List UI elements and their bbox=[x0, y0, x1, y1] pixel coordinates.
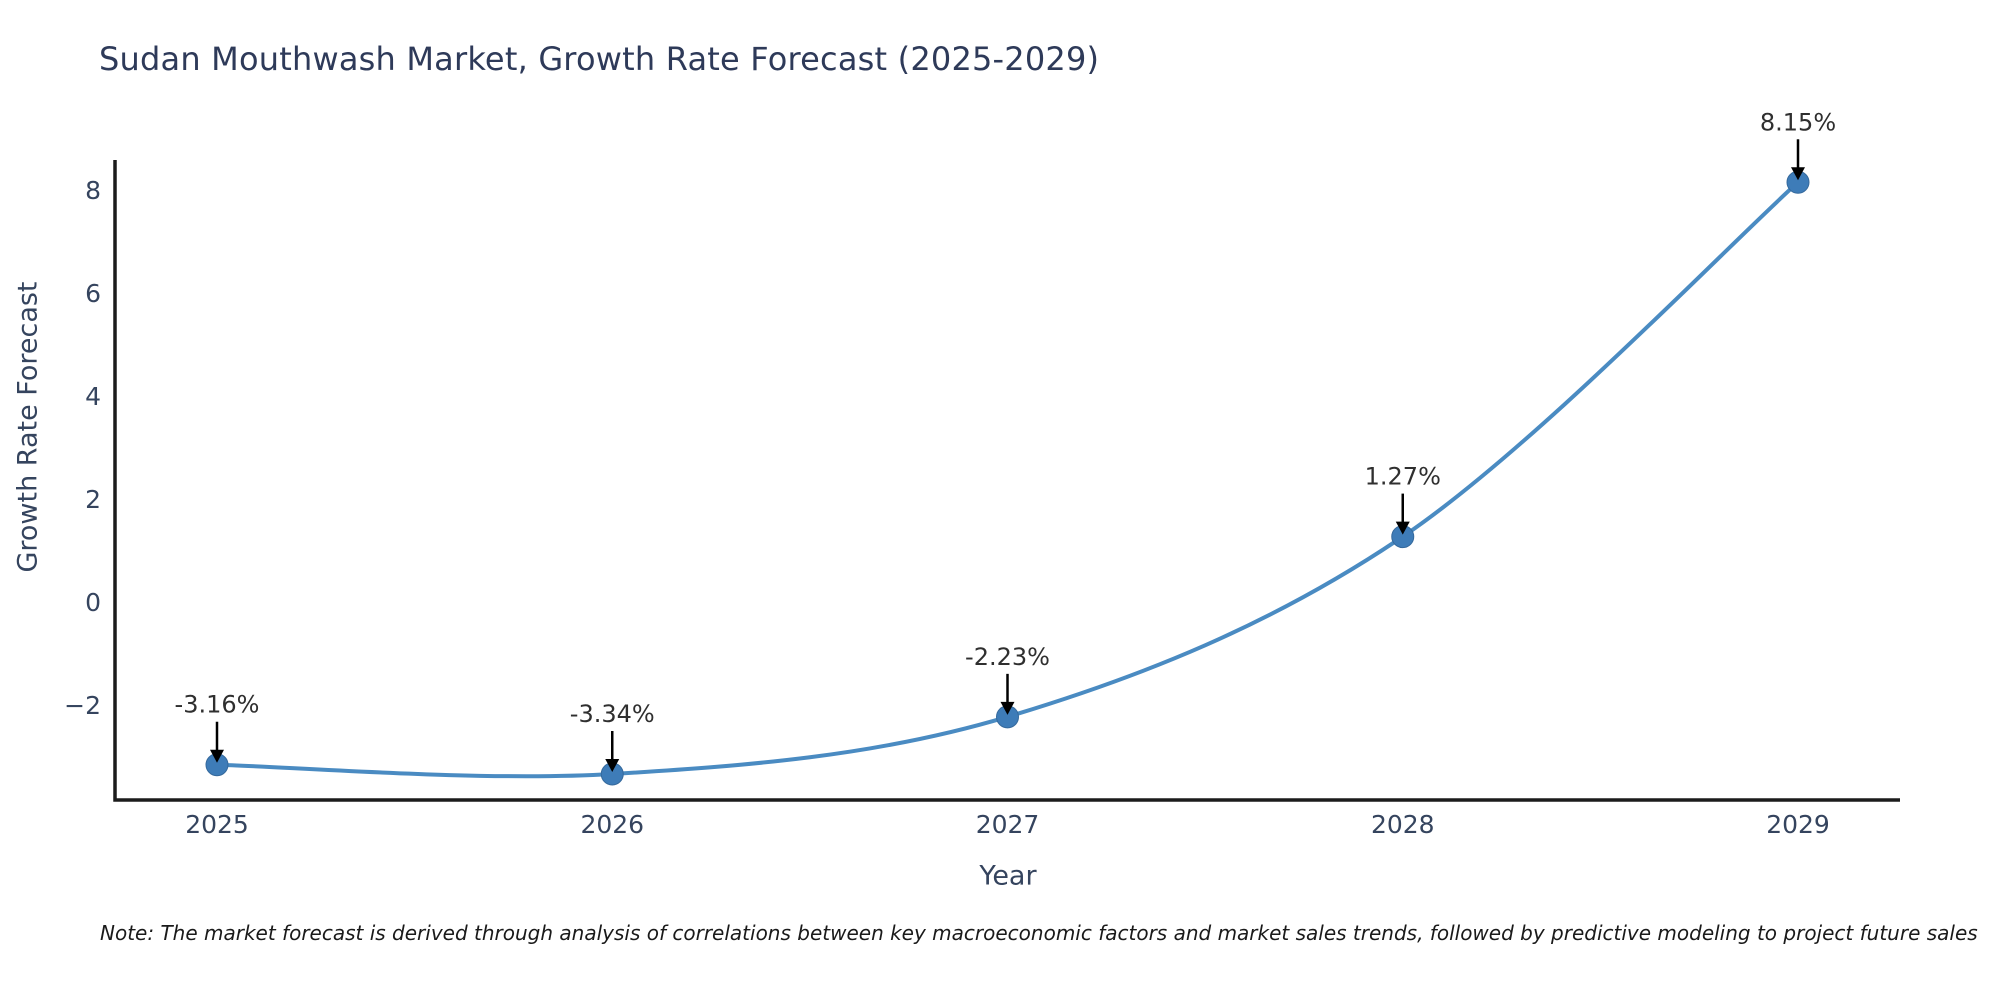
y-tick-label: 4 bbox=[85, 382, 101, 411]
x-tick-label: 2027 bbox=[976, 810, 1040, 839]
annotation-arrowhead bbox=[210, 749, 224, 763]
axis-spines bbox=[113, 160, 1900, 802]
annotation-arrowhead bbox=[605, 759, 620, 773]
annotation-arrowhead bbox=[1395, 521, 1410, 535]
annotation-label: 1.27% bbox=[1365, 463, 1441, 491]
y-tick-label: 6 bbox=[85, 279, 101, 308]
annotation-arrowhead bbox=[1791, 167, 1805, 181]
y-tick-label: 8 bbox=[85, 176, 101, 205]
x-tick-label: 2029 bbox=[1766, 810, 1830, 839]
forecast-curve bbox=[215, 180, 1800, 779]
annotation-label: -3.16% bbox=[175, 691, 260, 719]
annotation-arrowhead bbox=[1000, 701, 1015, 715]
x-axis-label: Year bbox=[979, 860, 1037, 892]
footnote: Note: The market forecast is derived thr… bbox=[100, 921, 1978, 945]
x-tick-label: 2026 bbox=[580, 810, 644, 839]
x-tick-label: 2028 bbox=[1371, 810, 1435, 839]
y-tick-label: 0 bbox=[85, 588, 101, 617]
y-tick-label: −2 bbox=[64, 691, 101, 720]
annotation-label: -2.23% bbox=[965, 643, 1050, 671]
annotation-label: 8.15% bbox=[1760, 108, 1836, 136]
x-tick-label: 2025 bbox=[185, 810, 249, 839]
annotation-label: -3.34% bbox=[570, 700, 655, 728]
y-tick-label: 2 bbox=[85, 485, 101, 514]
chart-title: Sudan Mouthwash Market, Growth Rate Fore… bbox=[99, 40, 1100, 78]
